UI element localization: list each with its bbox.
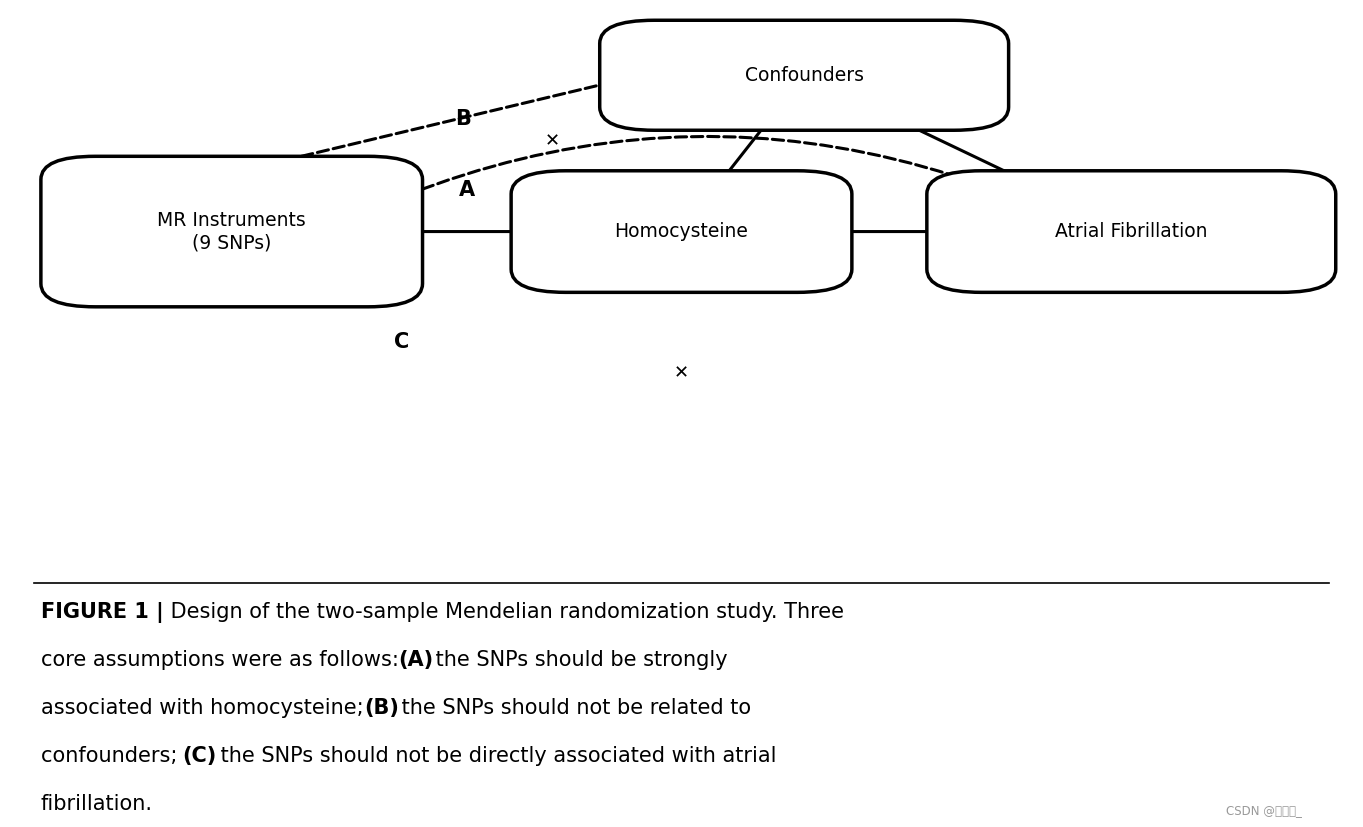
Text: the SNPs should be strongly: the SNPs should be strongly (429, 650, 728, 670)
Text: confounders;: confounders; (41, 746, 184, 766)
Text: associated with homocysteine;: associated with homocysteine; (41, 698, 371, 718)
Text: B: B (455, 108, 472, 129)
Text: C: C (394, 332, 410, 351)
Text: CSDN @野袖子_: CSDN @野袖子_ (1225, 804, 1302, 817)
Text: ✕: ✕ (673, 365, 690, 382)
FancyBboxPatch shape (927, 171, 1336, 293)
Text: Atrial Fibrillation: Atrial Fibrillation (1055, 222, 1208, 241)
Text: (B): (B) (364, 698, 399, 718)
Text: fibrillation.: fibrillation. (41, 794, 153, 814)
Text: (C): (C) (183, 746, 217, 766)
Text: (A): (A) (398, 650, 433, 670)
Text: MR Instruments
(9 SNPs): MR Instruments (9 SNPs) (157, 211, 307, 252)
Text: ✕: ✕ (544, 132, 560, 151)
Text: FIGURE 1 |: FIGURE 1 | (41, 602, 164, 623)
FancyBboxPatch shape (511, 171, 852, 293)
Text: core assumptions were as follows:: core assumptions were as follows: (41, 650, 405, 670)
Text: the SNPs should not be related to: the SNPs should not be related to (395, 698, 751, 718)
Text: Confounders: Confounders (744, 66, 864, 84)
FancyBboxPatch shape (41, 156, 423, 307)
Text: Homocysteine: Homocysteine (615, 222, 748, 241)
Text: A: A (459, 179, 474, 200)
Text: the SNPs should not be directly associated with atrial: the SNPs should not be directly associat… (214, 746, 777, 766)
Text: Design of the two-sample Mendelian randomization study. Three: Design of the two-sample Mendelian rando… (164, 602, 844, 622)
FancyBboxPatch shape (600, 21, 1009, 131)
